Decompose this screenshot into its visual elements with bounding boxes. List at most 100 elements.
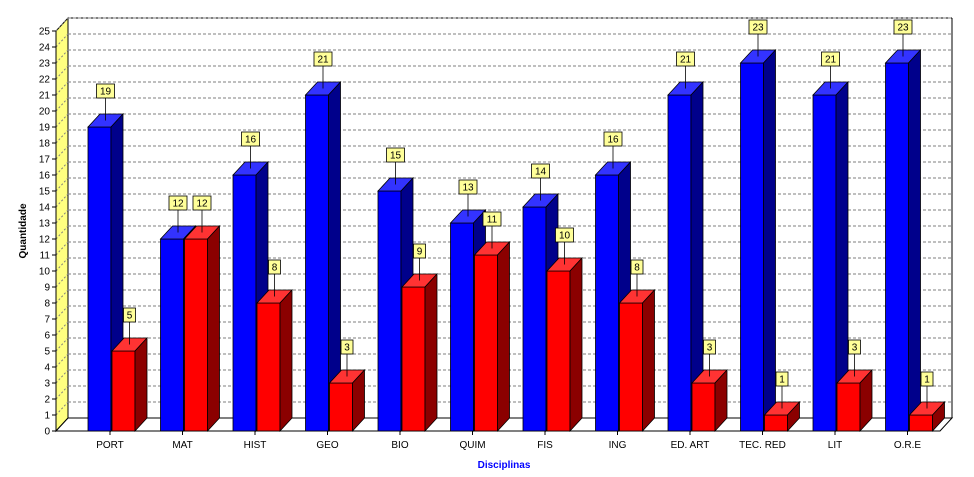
data-label-series-2-box [192,195,212,211]
bar-series-2 [691,368,728,433]
data-label-series-2-text: 8 [634,263,640,274]
data-label-series-1-box [313,51,333,67]
bar-series-1 [667,80,704,433]
y-tick-label: 20 [39,107,51,118]
gridline-wall [55,289,69,304]
data-label-series-2-box [848,339,861,355]
data-label-series-2: 8 [630,259,644,297]
bar-series-2-side [134,336,148,433]
gridline-wall [55,129,69,144]
bar-series-2 [328,368,366,433]
bar-series-2-front [691,382,716,432]
bar-series-1-front [87,126,112,432]
data-label-series-1-text: 13 [462,183,474,194]
data-label-series-2-text: 3 [707,343,713,354]
gridline-wall [55,65,69,80]
y-axis-ticks: 0123456789101112131415161718192021222324… [39,27,57,438]
data-label-series-1: 21 [313,51,333,89]
data-label-series-1: 12 [168,195,188,233]
data-label-series-1-text: 16 [607,135,619,146]
gridline-wall [55,161,69,176]
data-label-series-1-box [386,147,405,163]
gridline-wall [55,49,69,64]
bar-series-1 [812,80,849,433]
data-label-series-2-text: 5 [127,311,133,322]
data-label-series-1-box [96,83,115,99]
x-category-label: QUIM [459,440,485,451]
y-axis-title: Quantidade [18,203,29,258]
data-label-series-2: 1 [775,371,789,409]
bar-series-1-side [763,48,776,433]
bar-series-2 [401,272,438,433]
data-label-series-2-text: 1 [924,375,930,386]
bar-series-2-side [424,272,438,433]
y-tick-label: 4 [44,363,50,374]
data-label-series-1-text: 23 [897,23,909,34]
data-label-series-2-box [413,243,426,259]
gridline-wall [55,177,69,192]
data-label-series-2-box [340,339,354,355]
data-label-series-1-text: 15 [390,151,402,162]
data-label-series-2-text: 12 [196,199,208,210]
data-label-series-1-text: 21 [825,55,837,66]
data-label-series-1-box [241,131,260,147]
y-tick-label: 6 [44,331,50,342]
data-label-series-2-text: 11 [487,215,498,226]
data-label-series-1: 19 [96,83,115,121]
bar-series-2-side [932,400,945,433]
gridline-wall [55,257,69,272]
data-labels: 19 5 12 12 16 8 21 3 15 9 13 11 14 10 16 8 21 3 23 1 21 3 23 1 [96,19,934,409]
gridline-wall [55,225,69,240]
gridline-wall [55,209,69,224]
data-label-series-2: 8 [268,259,281,297]
data-label-series-2: 3 [340,339,354,377]
data-label-series-1: 15 [386,147,405,185]
data-label-series-2-text: 10 [559,231,571,242]
data-label-series-2: 10 [555,227,574,265]
x-category-label: O.R.E [894,440,922,451]
y-tick-label: 1 [44,411,50,422]
x-axis-title: Disciplinas [478,460,531,471]
bar-series-1 [739,48,777,433]
bar-series-2-front [329,382,353,432]
y-tick-label: 10 [39,267,51,278]
y-tick-label: 22 [39,75,51,86]
bar-series-1-front [812,94,837,432]
x-category-label: TEC. RED [739,440,786,451]
gridline-wall [55,353,69,368]
bar-series-1-front [305,94,329,432]
y-tick-label: 14 [39,203,51,214]
x-category-label: ED. ART [671,440,710,451]
data-label-series-2: 1 [920,371,934,409]
data-label-series-2: 3 [703,339,716,377]
bar-series-2 [256,288,293,433]
data-label-series-2-box [555,227,574,243]
y-tick-label: 8 [44,299,50,310]
data-label-series-2-text: 3 [344,343,350,354]
bar-series-2-side [714,368,728,433]
bar-series-2-front [184,238,208,432]
bar-series-2-front [619,302,643,432]
gridline-wall [55,273,69,288]
bars [87,48,946,433]
data-label-series-2: 3 [848,339,861,377]
y-tick-label: 2 [44,395,50,406]
gridline-wall [55,33,69,48]
data-label-series-1-box [168,195,188,211]
data-label-series-2: 12 [192,195,212,233]
gridline-wall [55,145,69,160]
data-label-series-1-text: 21 [680,55,692,66]
y-tick-label: 16 [39,171,51,182]
data-label-series-1-text: 19 [100,87,112,98]
data-label-series-1-box [893,19,913,35]
data-label-series-2: 11 [482,211,502,249]
bar-series-2-side [787,400,800,433]
bar-series-2-front [546,270,571,432]
y-tick-label: 9 [44,283,50,294]
data-label-series-1: 16 [241,131,260,169]
data-label-series-2-text: 3 [852,343,858,354]
y-tick-label: 19 [39,123,51,134]
data-label-series-2-box [630,259,644,275]
data-label-series-1-text: 23 [752,23,764,34]
gridline-wall [55,17,69,32]
